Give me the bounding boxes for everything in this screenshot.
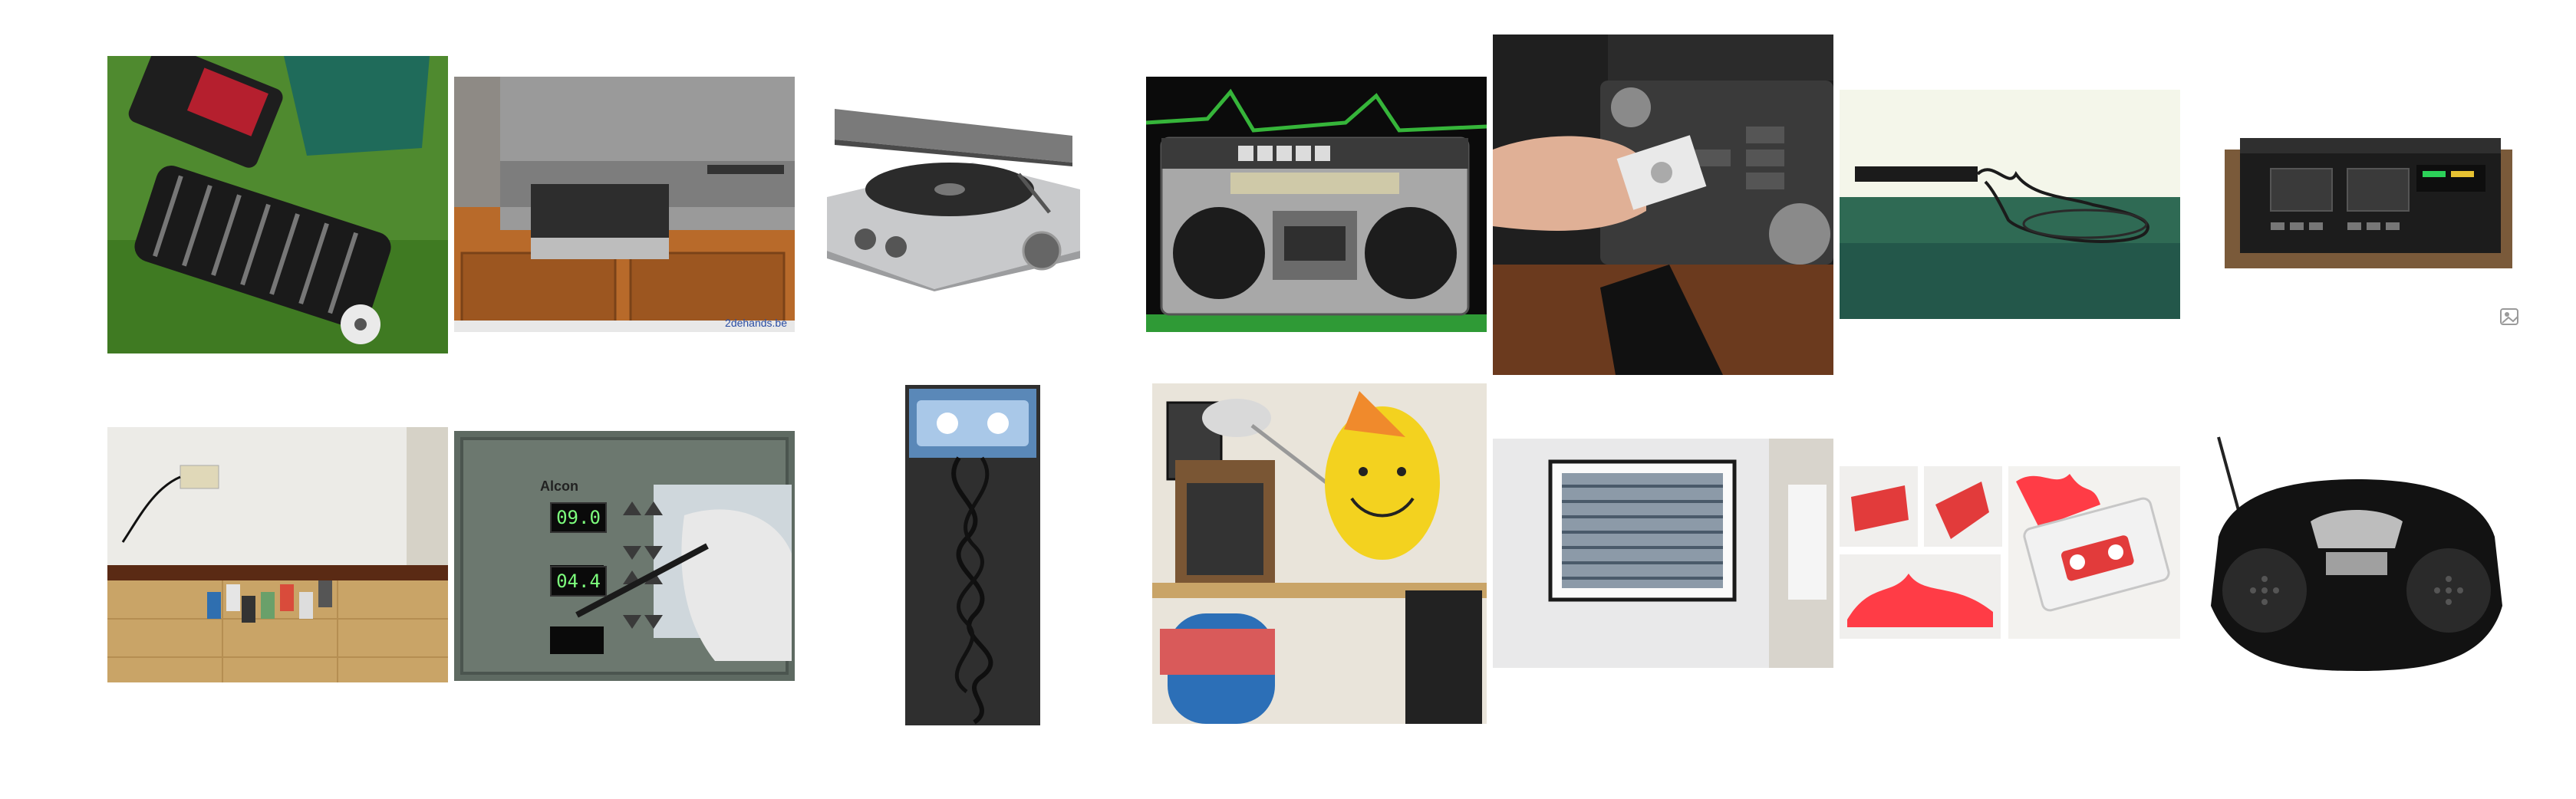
tile-car-cassette-adapter[interactable] (1493, 35, 1833, 375)
record-player-image (819, 97, 1088, 291)
tile-framed-tape-mosaic[interactable] (1493, 439, 1833, 668)
tile-record-player[interactable] (819, 97, 1088, 291)
tangled-tape-image (1840, 90, 2180, 319)
boombox-image (1146, 77, 1487, 332)
tile-black-cd-boombox[interactable] (2188, 406, 2523, 702)
cd-boombox-image (2188, 406, 2523, 702)
tile-hifi-tape-deck[interactable] (2225, 119, 2512, 268)
tile-lawnmower-reel[interactable] (107, 56, 448, 353)
car-adapter-image (1493, 35, 1833, 375)
desk-balloon-image (1152, 383, 1487, 724)
tape-mosaic-image (1493, 439, 1833, 668)
tile-desk-with-balloon[interactable] (1152, 383, 1487, 724)
tile-cassette-spilled-tape[interactable] (905, 385, 1040, 725)
display-readout-top: 09.0 (550, 502, 607, 533)
cassettes-floor-image (107, 427, 448, 682)
tile-alcon-device[interactable]: Alcon 09.0 04.4 (454, 431, 795, 681)
tile-tangled-tape-on-table[interactable] (1840, 90, 2180, 319)
tile-vcr-tape-door[interactable]: 2dehands.be (454, 77, 795, 332)
lawnmower-reel-image (107, 56, 448, 353)
hifi-deck-image (2225, 119, 2512, 268)
tile-red-feathered-cassette[interactable] (1840, 466, 2180, 639)
vcr-image (454, 77, 795, 332)
alcon-device-image (454, 431, 795, 681)
broken-image-icon (2498, 304, 2522, 329)
tile-boombox-radio[interactable] (1146, 77, 1487, 332)
display-readout-bottom: 04.4 (550, 566, 607, 597)
alcon-brand-label: Alcon (540, 478, 579, 494)
feathered-cassette-image (1840, 466, 2180, 639)
spilled-tape-image (905, 385, 1040, 725)
watermark-text: 2dehands.be (725, 317, 787, 329)
tile-cassettes-on-floor[interactable] (107, 427, 448, 682)
